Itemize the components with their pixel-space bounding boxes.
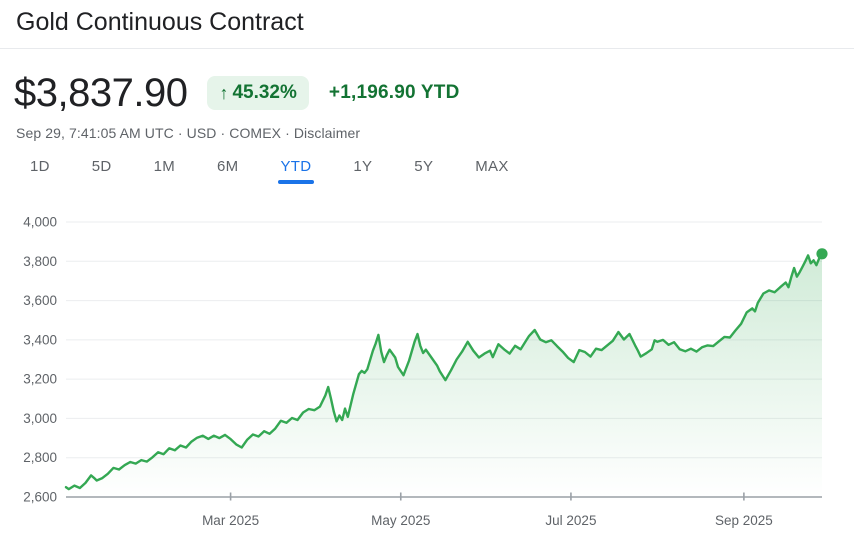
y-axis-label: 3,800: [23, 254, 57, 269]
change-absolute-ytd: +1,196.90 YTD: [328, 82, 460, 103]
latest-price-dot: [816, 248, 828, 260]
page-header: Gold Continuous Contract: [0, 0, 854, 49]
y-axis-label: 4,000: [23, 215, 57, 230]
range-tab-6m[interactable]: 6M: [217, 158, 239, 175]
range-tab-ytd[interactable]: YTD: [280, 158, 312, 175]
quote-exchange: COMEX: [229, 125, 282, 141]
x-axis-label: Mar 2025: [202, 513, 259, 528]
y-axis-label: 2,800: [23, 450, 57, 465]
price-area-fill: [66, 253, 822, 497]
y-axis-label: 3,200: [23, 372, 57, 387]
y-axis-label: 3,600: [23, 293, 57, 308]
x-axis-label: Jul 2025: [545, 513, 596, 528]
quote-timestamp: Sep 29, 7:41:05 AM UTC: [16, 125, 174, 141]
range-tab-1d[interactable]: 1D: [30, 158, 50, 175]
quote-currency: USD: [186, 125, 217, 141]
x-axis-label: Sep 2025: [715, 513, 773, 528]
separator-dot: ·: [220, 125, 226, 141]
range-tab-max[interactable]: MAX: [475, 158, 509, 175]
range-tab-5y[interactable]: 5Y: [414, 158, 434, 175]
separator-dot: ·: [285, 125, 290, 141]
price-line: [64, 252, 824, 491]
time-range-tabs: 1D 5D 1M 6M YTD 1Y 5Y MAX: [30, 158, 509, 176]
quote-meta-line: Sep 29, 7:41:05 AM UTC · USD · COMEX · Disclai…: [16, 125, 360, 141]
up-arrow-icon: ↑: [219, 82, 229, 103]
quote-summary: $3,837.90 ↑ 45.32% +1,196.90 YTD: [14, 70, 460, 116]
change-percent-value: 45.32%: [232, 82, 297, 103]
disclaimer-link[interactable]: Disclaimer: [293, 125, 361, 141]
range-tab-5d[interactable]: 5D: [91, 158, 112, 175]
separator-dot: ·: [177, 125, 183, 141]
x-axis-label: May 2025: [371, 513, 430, 528]
change-percent-badge[interactable]: ↑ 45.32%: [207, 76, 309, 110]
y-axis-label: 3,000: [23, 411, 57, 426]
range-tab-1y[interactable]: 1Y: [353, 158, 373, 175]
y-axis-label: 3,400: [23, 332, 57, 347]
current-price: $3,837.90: [14, 70, 188, 115]
range-tab-1m[interactable]: 1M: [153, 158, 175, 175]
page-title: Gold Continuous Contract: [16, 8, 304, 36]
y-axis-label: 2,600: [23, 490, 57, 505]
